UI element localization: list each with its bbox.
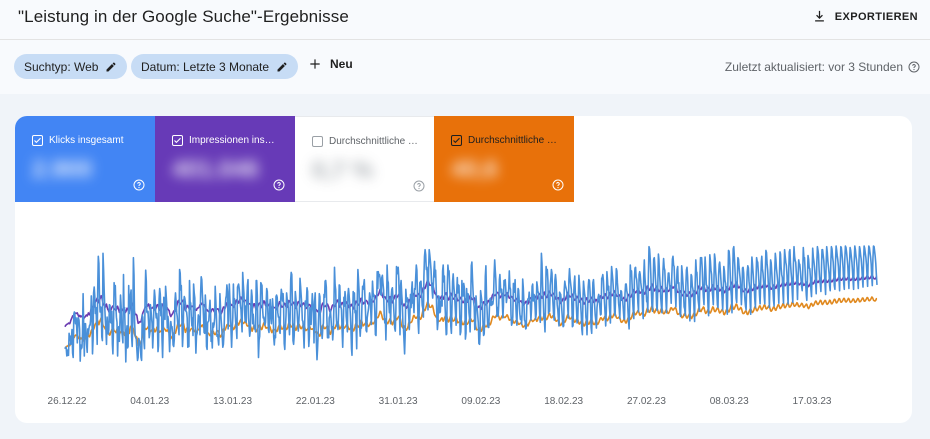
help-icon[interactable] [413,180,425,192]
page-title: "Leistung in der Google Suche"-Ergebniss… [18,7,349,26]
checkbox-checked[interactable] [451,135,462,146]
checkbox-checked[interactable] [172,135,183,146]
x-tick-label: 04.01.23 [130,396,169,407]
edit-icon [277,62,287,71]
x-tick-label: 27.02.23 [627,396,666,407]
page-header: "Leistung in der Google Suche"-Ergebniss… [0,0,930,40]
metric-tile-impressions[interactable]: Impressionen ins… 401.046 [155,116,295,202]
export-label: EXPORTIEREN [834,10,918,23]
metric-tile-position[interactable]: Durchschnittliche … 40,6 [434,116,574,202]
metric-label: Impressionen ins… [189,135,275,146]
plus-icon [310,59,320,69]
date-range-chip[interactable]: Datum: Letzte 3 Monate [131,54,299,79]
metric-label: Klicks insgesamt [49,135,124,146]
clicks-line [64,245,878,363]
checkbox-checked[interactable] [32,135,43,146]
metric-tile-ctr[interactable]: Durchschnittliche … 0,7 % [295,116,435,202]
check-icon [34,137,41,144]
x-tick-label: 22.01.23 [296,396,335,407]
help-icon[interactable] [552,179,564,191]
filter-bar: Suchtyp: Web Datum: Letzte 3 Monate Neu … [0,40,930,94]
x-tick-label: 13.01.23 [213,396,252,407]
check-icon [453,137,460,144]
metric-value: 2.900 [32,156,93,183]
x-tick-label: 09.02.23 [461,396,500,407]
metric-label: Durchschnittliche … [329,136,418,147]
help-icon[interactable] [273,179,285,191]
search-type-label: Suchtyp: Web [24,59,99,74]
metric-value: 401.046 [172,156,259,183]
download-icon [814,10,824,22]
last-updated-text: Zuletzt aktualisiert: vor 3 Stunden [724,60,903,74]
x-tick-label: 31.01.23 [379,396,418,407]
new-filter-button[interactable]: Neu [308,57,353,71]
metric-tile-clicks[interactable]: Klicks insgesamt 2.900 [15,116,155,202]
new-filter-label: Neu [330,57,353,71]
help-icon[interactable] [133,179,145,191]
x-tick-label: 08.03.23 [710,396,749,407]
performance-chart: 26.12.22 04.01.23 13.01.23 22.01.23 31.01.23… [48,245,878,407]
x-tick-label: 26.12.22 [48,396,87,407]
x-tick-label: 18.02.23 [544,396,583,407]
checkbox-unchecked[interactable] [312,136,323,147]
check-icon [174,137,181,144]
date-range-label: Datum: Letzte 3 Monate [141,59,270,74]
help-icon[interactable] [908,61,920,73]
search-type-chip[interactable]: Suchtyp: Web [14,54,128,79]
x-tick-label: 17.03.23 [793,396,832,407]
export-button[interactable]: EXPORTIEREN [812,9,918,24]
edit-icon [106,62,116,71]
metric-value: 40,6 [451,156,498,183]
metric-label: Durchschnittliche … [468,135,557,146]
metric-value: 0,7 % [312,157,374,184]
performance-card: 26.12.22 04.01.23 13.01.23 22.01.23 31.01.23… [15,116,912,423]
last-updated: Zuletzt aktualisiert: vor 3 Stunden [725,60,920,74]
